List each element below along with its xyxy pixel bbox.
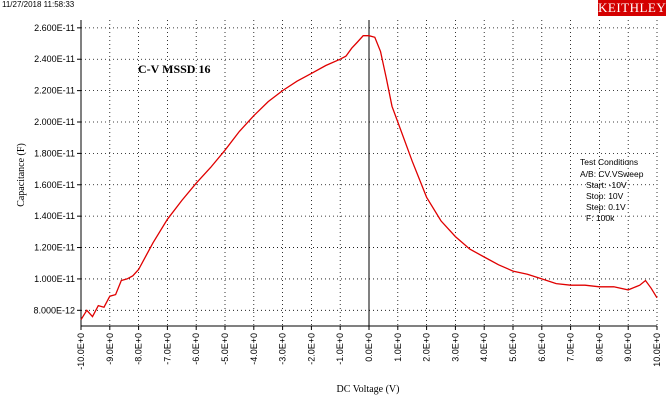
timestamp: 11/27/2018 11:58:33 xyxy=(2,0,75,9)
x-tick-label: -9.0E+0 xyxy=(105,333,115,365)
y-tick-label: 2.000E-11 xyxy=(34,117,75,127)
test-condition-line: A/B: CV.VSweep xyxy=(580,169,644,179)
x-tick-label: 6.0E+0 xyxy=(537,333,547,362)
y-tick-label: 2.200E-11 xyxy=(34,86,75,96)
x-tick-label: -2.0E+0 xyxy=(306,333,316,365)
y-axis-label: Capacitance (F) xyxy=(16,143,27,207)
y-tick-label: 1.400E-11 xyxy=(34,211,75,221)
x-tick-label: 0.0E+0 xyxy=(364,333,374,362)
x-axis-label: DC Voltage (V) xyxy=(337,384,400,395)
x-tick-label: -10.0E+0 xyxy=(76,333,86,370)
x-tick-label: -3.0E+0 xyxy=(278,333,288,365)
x-axis-ticks: -10.0E+0 -9.0E+0 -8.0E+0 -7.0E+0 -6.0E+0 -5.0… xyxy=(76,326,662,370)
x-tick-label: 5.0E+0 xyxy=(508,333,518,362)
x-tick-label: 8.0E+0 xyxy=(594,333,604,362)
keithley-logo: KEITHLEY xyxy=(598,0,667,16)
test-condition-line: F: 100k xyxy=(586,213,615,223)
series-line xyxy=(80,35,658,321)
x-tick-label: 1.0E+0 xyxy=(393,333,403,362)
x-tick-label: 9.0E+0 xyxy=(623,333,633,362)
x-tick-label: 2.0E+0 xyxy=(422,333,432,362)
x-tick-label: -4.0E+0 xyxy=(249,333,259,365)
y-tick-label: 1.800E-11 xyxy=(34,148,75,158)
test-condition-line: Step: 0.1V xyxy=(586,202,626,212)
x-tick-label: -6.0E+0 xyxy=(191,333,201,365)
y-tick-label: 2.600E-11 xyxy=(34,23,75,33)
y-tick-label: 1.600E-11 xyxy=(34,180,75,190)
y-tick-label: 1.200E-11 xyxy=(34,243,75,253)
x-tick-label: 4.0E+0 xyxy=(479,333,489,362)
x-tick-label: -1.0E+0 xyxy=(335,333,345,365)
x-tick-label: 3.0E+0 xyxy=(450,333,460,362)
test-conditions-heading: Test Conditions xyxy=(580,157,638,167)
test-condition-line: Start: -10V xyxy=(586,180,627,190)
y-tick-label: 1.000E-11 xyxy=(34,274,75,284)
y-tick-label: 8.000E-12 xyxy=(33,305,75,315)
x-tick-label: -8.0E+0 xyxy=(134,333,144,365)
chart-title: C-V MSSD 16 xyxy=(138,62,210,76)
x-tick-label: -7.0E+0 xyxy=(162,333,172,365)
y-tick-label: 2.400E-11 xyxy=(34,54,75,64)
x-tick-label: -5.0E+0 xyxy=(220,333,230,365)
test-conditions: Test Conditions A/B: CV.VSweep Start: -1… xyxy=(580,157,644,223)
y-axis-ticks: 8.000E-12 1.000E-11 1.200E-11 1.400E-11 1.60… xyxy=(33,23,81,315)
x-tick-label: 10.0E+0 xyxy=(652,333,662,367)
test-condition-line: Stop: 10V xyxy=(586,191,624,201)
x-tick-label: 7.0E+0 xyxy=(566,333,576,362)
